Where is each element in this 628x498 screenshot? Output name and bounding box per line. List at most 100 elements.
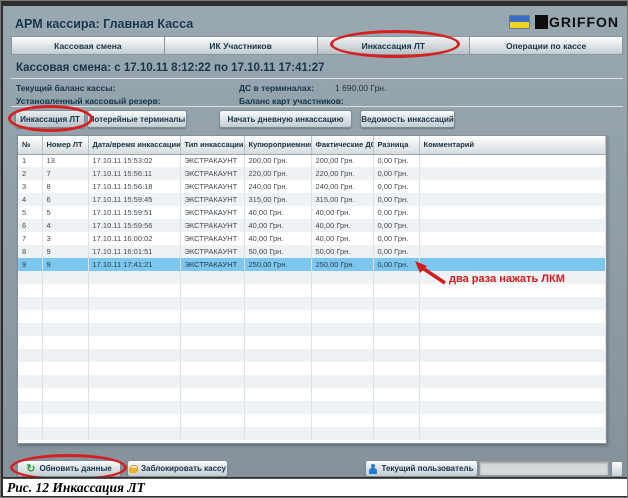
lottery-terminals-button[interactable]: Лотерейные терминалы <box>87 110 187 128</box>
annotation-text: два раза нажать ЛКМ <box>449 273 565 285</box>
user-mini-button[interactable] <box>611 461 623 477</box>
lock-register-label: Заблокировать кассу <box>141 464 226 473</box>
lock-register-button[interactable]: Заблокировать кассу <box>127 460 228 477</box>
table-row[interactable]: 7 3 17.10.11 16:00:02 ЭКСТРАКАУНТ 40,00 Грн.… <box>18 232 606 245</box>
table-cell: 40,00 Грн. <box>244 219 312 232</box>
table-cell: 40,00 Грн. <box>244 232 312 245</box>
table-cell <box>42 349 89 362</box>
column-header[interactable]: Дата/время инкассации <box>88 136 181 155</box>
table-cell <box>88 297 181 310</box>
refresh-data-button[interactable]: ↻ Обновить данные <box>17 460 121 477</box>
column-header[interactable]: № <box>18 136 43 155</box>
empty-table-row[interactable] <box>18 297 606 310</box>
empty-table-row[interactable] <box>18 310 606 323</box>
column-header[interactable]: Комментарий <box>419 136 606 155</box>
tab-ik-participants[interactable]: ИК Участников <box>163 36 318 55</box>
table-cell <box>180 284 245 297</box>
table-cell <box>88 271 181 284</box>
table-row[interactable]: 1 13 17.10.11 15:53:02 ЭКСТРАКАУНТ 200,00 Гр… <box>18 154 606 167</box>
start-daily-collection-button[interactable]: Начать дневную инкассацию <box>219 110 352 128</box>
table-cell <box>18 323 43 336</box>
table-cell: 17.10.11 17:41:21 <box>88 258 181 271</box>
empty-table-row[interactable] <box>18 349 606 362</box>
table-cell <box>42 271 89 284</box>
empty-table-row[interactable] <box>18 401 606 414</box>
column-header[interactable]: Купюроприемник <box>244 136 312 155</box>
table-row[interactable]: 6 4 17.10.11 15:59:56 ЭКСТРАКАУНТ 40,00 Грн.… <box>18 219 606 232</box>
table-row[interactable]: 9 9 17.10.11 17:41:21 ЭКСТРАКАУНТ 250,00 Грн… <box>18 258 606 271</box>
collection-statement-button[interactable]: Ведомость инкассаций <box>360 110 455 128</box>
table-cell: 40,00 Грн. <box>311 219 374 232</box>
table-cell <box>244 388 312 401</box>
column-header[interactable]: Разница <box>373 136 420 155</box>
tab-cash-shift[interactable]: Кассовая смена <box>11 36 165 55</box>
table-cell: 250,00 Грн. <box>244 258 312 271</box>
table-row[interactable]: 5 5 17.10.11 15:59:51 ЭКСТРАКАУНТ 40,00 Грн.… <box>18 206 606 219</box>
table-cell <box>419 401 606 414</box>
table-cell <box>311 284 374 297</box>
table-row[interactable]: 3 8 17.10.11 15:56:18 ЭКСТРАКАУНТ 240,00 Грн… <box>18 180 606 193</box>
empty-table-row[interactable] <box>18 271 606 284</box>
lock-icon <box>129 464 139 473</box>
empty-table-row[interactable] <box>18 388 606 401</box>
table-row[interactable]: 2 7 17.10.11 15:56:11 ЭКСТРАКАУНТ 220,00 Грн… <box>18 167 606 180</box>
table-cell <box>244 336 312 349</box>
table-cell <box>373 388 420 401</box>
current-user-input[interactable] <box>479 461 609 476</box>
tab-collection-lt[interactable]: Инкассация ЛТ <box>316 36 471 55</box>
table-cell <box>311 388 374 401</box>
table-cell <box>419 414 606 427</box>
terminals-value: 1 690,00 Грн. <box>335 83 387 93</box>
logo-block-icon <box>535 15 548 29</box>
table-cell <box>88 362 181 375</box>
column-header[interactable]: Тип инкассации <box>180 136 245 155</box>
person-icon <box>369 463 378 474</box>
table-cell <box>42 323 89 336</box>
table-cell <box>42 297 89 310</box>
table-cell <box>373 284 420 297</box>
table-cell: 40,00 Грн. <box>311 232 374 245</box>
table-cell: 315,00 Грн. <box>244 193 312 206</box>
refresh-data-label: Обновить данные <box>39 464 112 473</box>
table-cell <box>311 375 374 388</box>
table-cell <box>419 206 606 219</box>
table-cell: ЭКСТРАКАУНТ <box>180 245 245 258</box>
column-header[interactable]: Номер ЛТ <box>42 136 89 155</box>
table-cell: 0,00 Грн. <box>373 219 420 232</box>
table-cell <box>42 375 89 388</box>
collection-lt-button[interactable]: Инкассация ЛТ <box>15 110 85 128</box>
table-cell: 17.10.11 15:59:45 <box>88 193 181 206</box>
table-cell <box>244 375 312 388</box>
empty-table-row[interactable] <box>18 375 606 388</box>
table-cell: ЭКСТРАКАУНТ <box>180 258 245 271</box>
empty-table-row[interactable] <box>18 323 606 336</box>
table-cell <box>311 362 374 375</box>
table-cell: 3 <box>18 180 43 193</box>
empty-table-row[interactable] <box>18 427 606 440</box>
column-header[interactable]: Фактические ДС <box>311 136 374 155</box>
table-cell: ЭКСТРАКАУНТ <box>180 232 245 245</box>
table-cell <box>42 427 89 440</box>
tab-cash-operations[interactable]: Операции по кассе <box>469 36 623 55</box>
table-cell <box>244 362 312 375</box>
table-cell <box>18 271 43 284</box>
table-cell <box>18 362 43 375</box>
table-cell: 0,00 Грн. <box>373 245 420 258</box>
current-user-button[interactable]: Текущий пользователь <box>365 460 478 477</box>
table-cell <box>373 362 420 375</box>
divider <box>11 106 623 107</box>
empty-table-row[interactable] <box>18 336 606 349</box>
table-cell: 40,00 Грн. <box>244 206 312 219</box>
table-cell <box>18 388 43 401</box>
empty-table-row[interactable] <box>18 284 606 297</box>
empty-table-row[interactable] <box>18 362 606 375</box>
table-row[interactable]: 4 6 17.10.11 15:59:45 ЭКСТРАКАУНТ 315,00 Грн… <box>18 193 606 206</box>
table-row[interactable]: 8 9 17.10.11 16:01:51 ЭКСТРАКАУНТ 50,00 Грн.… <box>18 245 606 258</box>
table-cell <box>42 388 89 401</box>
table-cell: 240,00 Грн. <box>244 180 312 193</box>
table-cell <box>373 349 420 362</box>
empty-table-row[interactable] <box>18 414 606 427</box>
app-surface: АРМ кассира: Главная Касса GRIFFON Кассо… <box>3 6 627 477</box>
table-cell: ЭКСТРАКАУНТ <box>180 193 245 206</box>
table-cell <box>373 401 420 414</box>
